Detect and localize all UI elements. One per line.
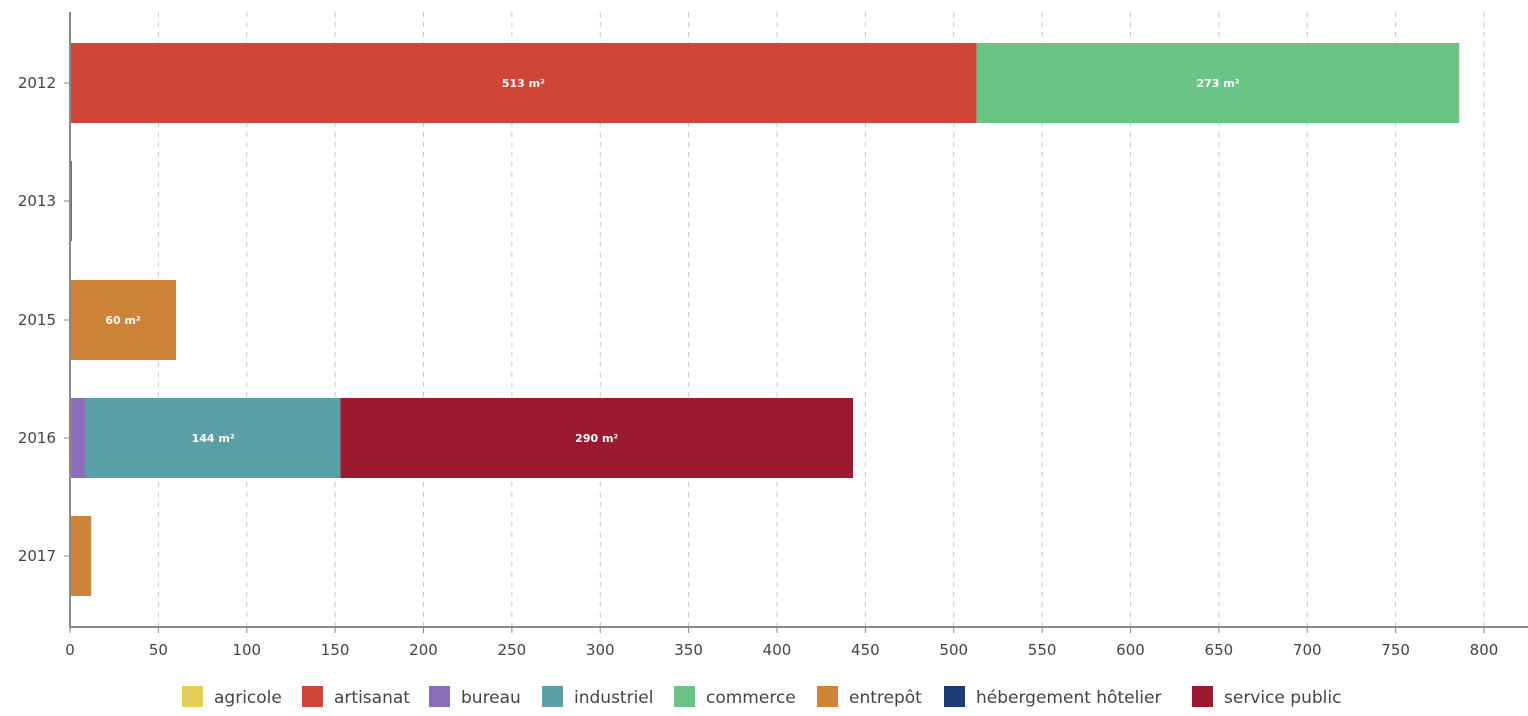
legend-item: industriel [542,686,653,708]
legend-item: artisanat [302,686,410,708]
legend-label: bureau [461,688,521,708]
bar-segment [70,280,177,360]
y-tick-label: 2017 [18,547,56,565]
legend-swatch [429,686,450,707]
legend: agricole artisanat bureau industriel commerc… [182,686,1341,708]
x-tick-label: 800 [1470,641,1499,659]
bars [70,43,1460,596]
bar-segment [70,398,86,478]
bar-segment [340,398,854,478]
legend-swatch [302,686,323,707]
y-tick-label: 2012 [18,74,56,92]
legend-item: commerce [674,686,796,708]
legend-label: industriel [574,688,653,708]
bar-value-label: 273 m² [1196,77,1239,90]
y-tick-label: 2016 [18,429,56,447]
legend-label: entrepôt [849,688,922,708]
legend-item: hébergement hôtelier [944,686,1161,708]
bar-value-label: 290 m² [575,432,618,445]
y-tick-label: 2015 [18,311,56,329]
legend-swatch [542,686,563,707]
legend-label: service public [1224,688,1341,708]
x-tick-label: 200 [409,641,438,659]
axes: 2012 2013 2015 2016 2017 0 50 100 150 200 250 300 35… [18,12,1528,659]
legend-item: service public [1192,686,1341,708]
legend-label: commerce [706,688,796,708]
x-tick-label: 0 [65,641,75,659]
x-tick-label: 600 [1116,641,1145,659]
legend-swatch [1192,686,1213,707]
legend-swatch [944,686,965,707]
bar-value-label: 60 m² [105,314,141,327]
x-tick-label: 400 [763,641,792,659]
legend-swatch [817,686,838,707]
x-tick-label: 550 [1028,641,1057,659]
x-tick-label: 350 [674,641,703,659]
legend-label: hébergement hôtelier [976,688,1161,708]
x-tick-label: 50 [149,641,168,659]
legend-label: agricole [214,688,282,708]
x-tick-label: 650 [1205,641,1234,659]
bar-labels: 513 m² 273 m² 60 m² 144 m² 290 m² [105,77,1239,445]
bar-value-label: 144 m² [192,432,235,445]
bar-value-label: 513 m² [502,77,545,90]
x-tick-label: 100 [232,641,261,659]
legend-label: artisanat [334,688,410,708]
x-tick-label: 250 [498,641,527,659]
legend-swatch [674,686,695,707]
x-tick-label: 750 [1381,641,1410,659]
legend-item: agricole [182,686,282,708]
bar-segment [70,43,977,123]
bar-segment [976,43,1460,123]
x-tick-label: 500 [939,641,968,659]
bar-segment [85,398,341,478]
x-tick-label: 150 [321,641,350,659]
x-tick-label: 300 [586,641,615,659]
x-tick-label: 700 [1293,641,1322,659]
bar-segment [70,516,92,596]
legend-swatch [182,686,203,707]
y-tick-label: 2013 [18,192,56,210]
legend-item: entrepôt [817,686,922,708]
x-tick-label: 450 [851,641,880,659]
legend-item: bureau [429,686,521,708]
